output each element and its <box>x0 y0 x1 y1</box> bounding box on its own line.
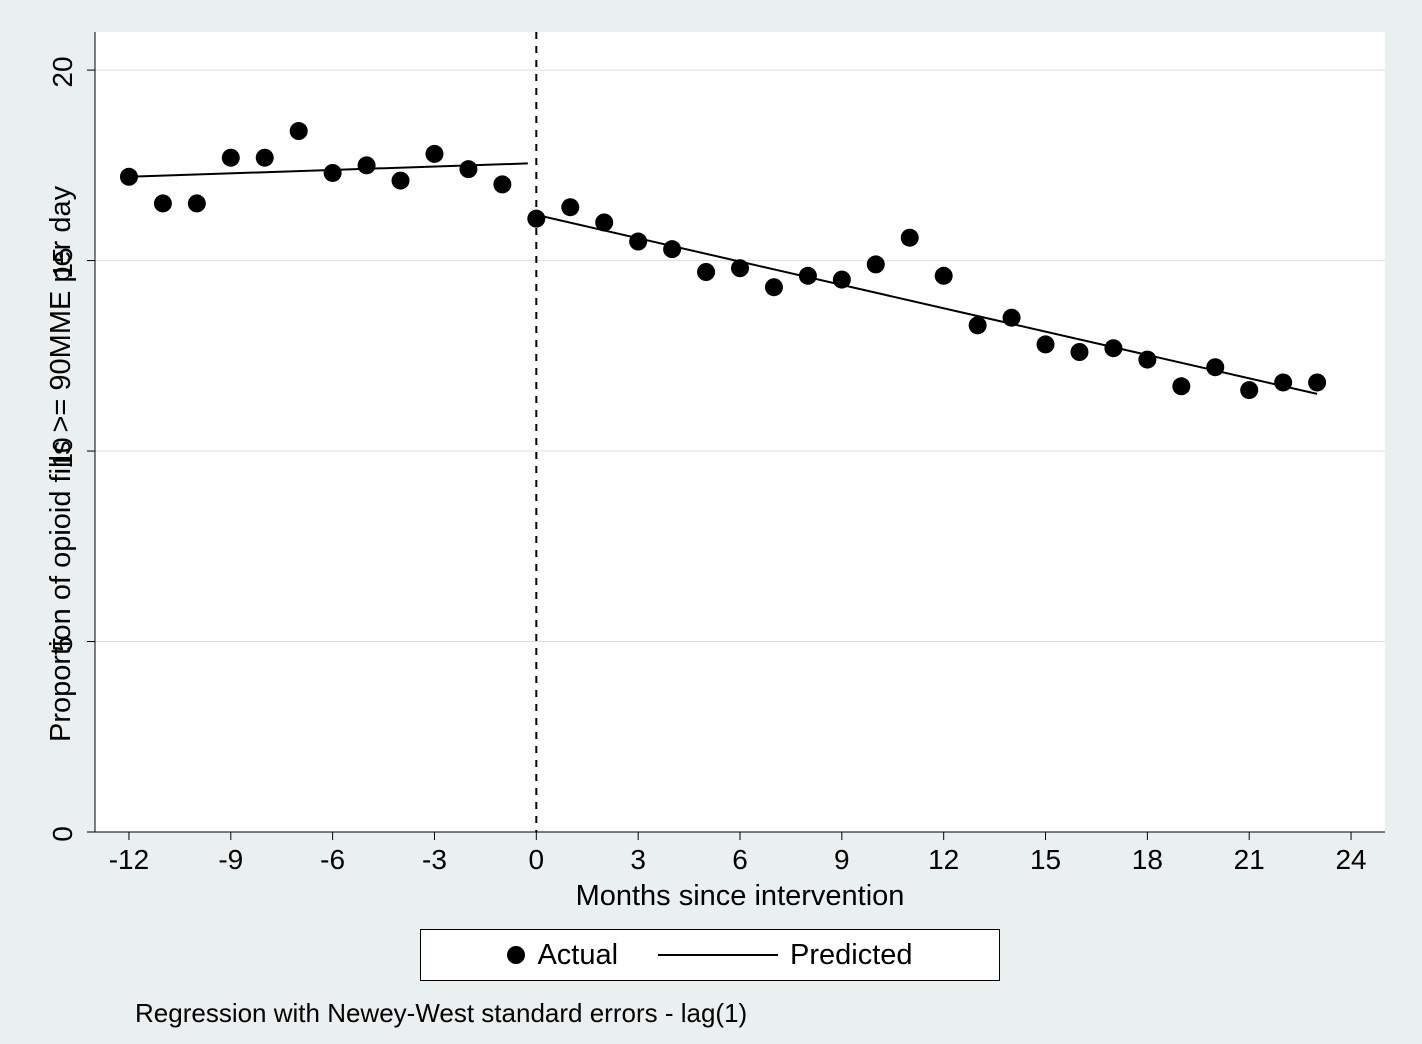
y-tick-label: 5 <box>47 614 79 674</box>
y-tick-label: 10 <box>47 423 79 483</box>
x-tick-label: 9 <box>802 844 882 876</box>
legend: Actual Predicted <box>420 929 1000 981</box>
x-tick-label: 0 <box>496 844 576 876</box>
x-tick-label: 3 <box>598 844 678 876</box>
x-tick-label: 21 <box>1209 844 1289 876</box>
legend-marker-line <box>658 954 778 956</box>
x-tick-label: 6 <box>700 844 780 876</box>
legend-marker-dot <box>507 946 525 964</box>
x-tick-label: 18 <box>1107 844 1187 876</box>
x-tick-label: -3 <box>394 844 474 876</box>
x-tick-label: -9 <box>191 844 271 876</box>
x-tick-label: 15 <box>1006 844 1086 876</box>
x-tick-label: 24 <box>1311 844 1391 876</box>
x-tick-label: -6 <box>293 844 373 876</box>
chart-note: Regression with Newey-West standard erro… <box>135 998 747 1029</box>
legend-label-actual: Actual <box>537 939 618 972</box>
legend-label-predicted: Predicted <box>790 939 913 972</box>
x-tick-label: -12 <box>89 844 169 876</box>
x-tick-label: 12 <box>904 844 984 876</box>
x-axis-label: Months since intervention <box>95 880 1385 913</box>
y-tick-label: 20 <box>47 42 79 102</box>
chart-outer: Proportion of opioid fills >= 90MME per … <box>0 0 1422 1044</box>
y-tick-label: 0 <box>47 804 79 864</box>
legend-item-actual: Actual <box>507 939 618 972</box>
legend-item-predicted: Predicted <box>658 939 913 972</box>
y-tick-label: 15 <box>47 233 79 293</box>
